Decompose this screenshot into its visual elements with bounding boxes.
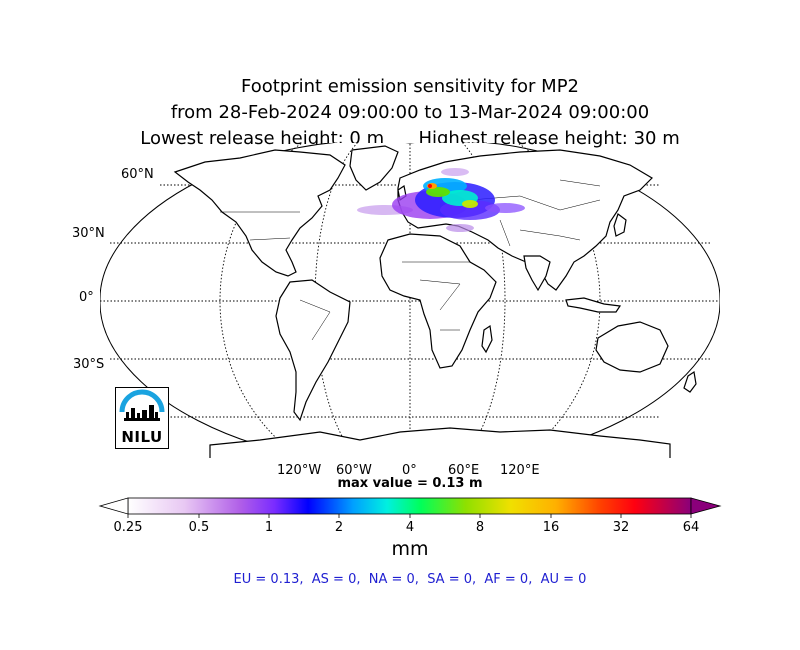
australia (595, 321, 669, 373)
max-value-label: max value = 0.13 m (337, 476, 483, 491)
colorbar-unit-label: mm (391, 538, 429, 560)
footprint-plume (357, 168, 525, 232)
globe (100, 143, 720, 458)
title-line-1: Footprint emission sensitivity for MP2 (240, 76, 579, 97)
north-america (173, 149, 346, 277)
regional-values: EU = 0.13, AS = 0, NA = 0, SA = 0, AF = … (233, 572, 587, 587)
africa (379, 233, 497, 369)
country-borders (220, 179, 601, 341)
japan (613, 213, 627, 237)
nilu-logo: NILU (115, 387, 169, 449)
colorbar-tick: 4 (405, 520, 415, 535)
colorbar-tick: 0.5 (188, 520, 210, 535)
figure-title: Footprint emission sensitivity for MP2 f… (0, 74, 800, 152)
lon-label-60e: 60°E (448, 463, 480, 478)
south-america (275, 279, 351, 422)
colorbar-tick: 8 (475, 520, 485, 535)
colorbar-tick: 1 (264, 520, 274, 535)
lat-label-0: 0° (79, 290, 94, 305)
indonesia (565, 297, 622, 313)
lat-label-30n: 30°N (72, 226, 105, 241)
new-zealand (683, 370, 697, 393)
colorbar-tick: 64 (682, 520, 700, 535)
colorbar-tick: 16 (542, 520, 560, 535)
lon-label-120w: 120°W (277, 463, 322, 478)
lon-label-60w: 60°W (336, 463, 372, 478)
lon-label-120e: 120°E (500, 463, 540, 478)
lon-label-0: 0° (402, 463, 417, 478)
colorbar-tick: 0.25 (113, 520, 143, 535)
colorbar-tick: 32 (612, 520, 630, 535)
colorbar-tick: 2 (334, 520, 344, 535)
madagascar (481, 324, 493, 354)
antarctica (209, 427, 671, 458)
lat-label-60n: 60°N (121, 167, 154, 182)
logo-icon (119, 389, 165, 421)
india (523, 255, 551, 292)
title-line-2: from 28-Feb-2024 09:00:00 to 13-Mar-2024… (170, 102, 650, 123)
logo-text: NILU (121, 428, 163, 446)
lat-label-30s: 30°S (73, 357, 105, 372)
colorbar (98, 497, 722, 518)
greenland (349, 145, 399, 191)
